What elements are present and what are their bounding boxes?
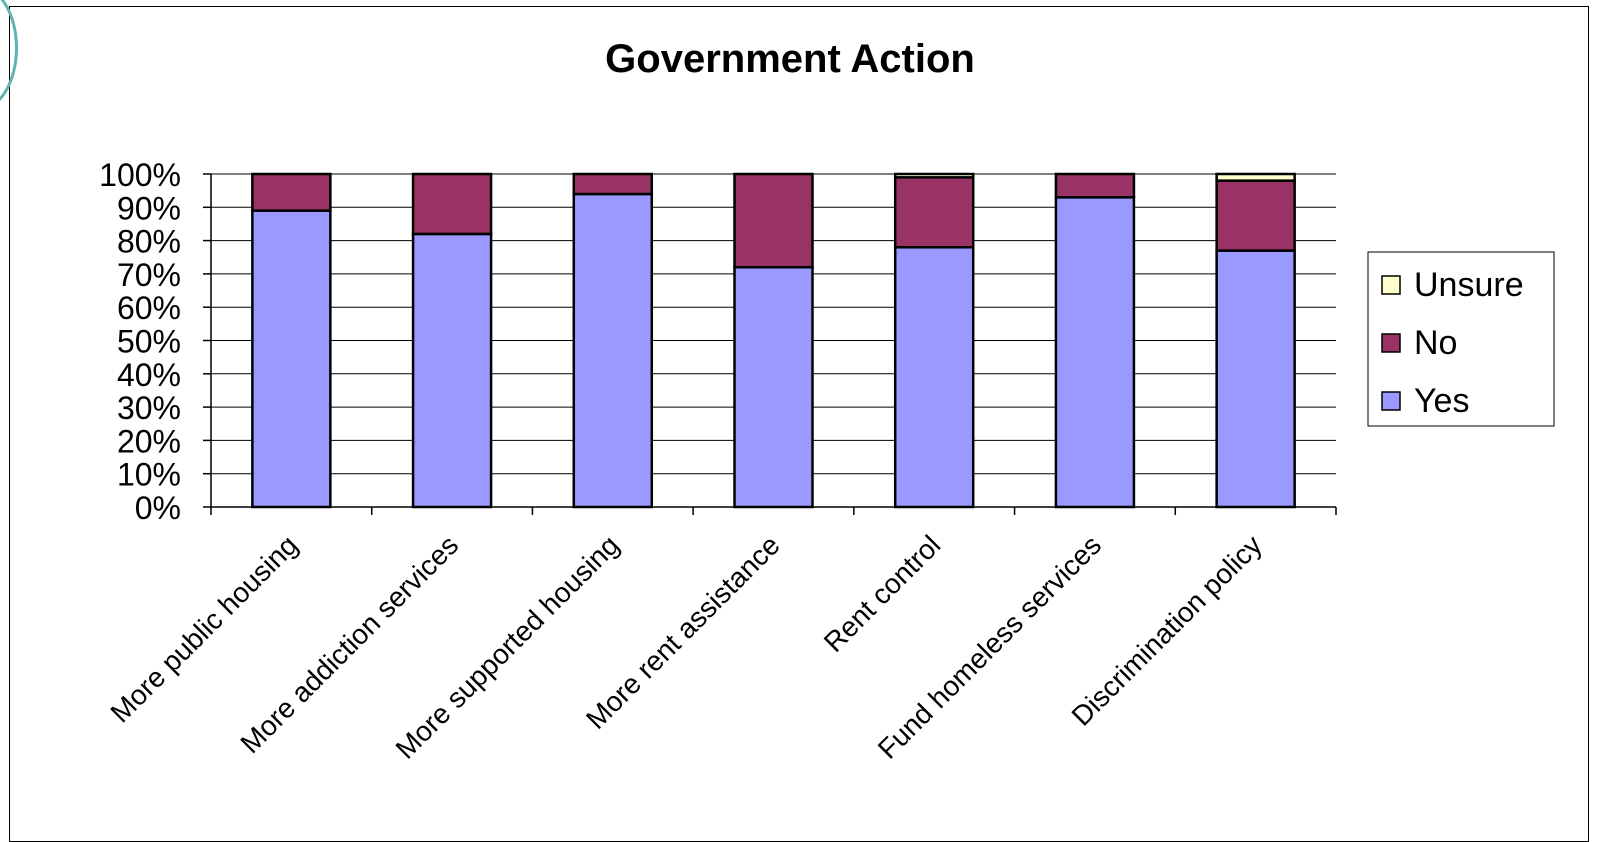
y-axis-ticks: 0%10%20%30%40%50%60%70%80%90%100% — [99, 157, 181, 526]
bar-segment-yes — [1215, 249, 1296, 509]
legend-label-no: No — [1414, 324, 1457, 362]
y-tick-label: 10% — [117, 457, 181, 493]
y-tick-label: 0% — [135, 490, 181, 526]
y-tick-label: 30% — [117, 390, 181, 426]
y-tick-label: 20% — [117, 423, 181, 459]
x-tick-label: Rent control — [818, 529, 947, 658]
chart-title: Government Action — [605, 37, 975, 81]
legend-label-unsure: Unsure — [1414, 266, 1524, 304]
bar-segment-yes — [572, 192, 654, 509]
y-tick-label: 70% — [117, 257, 181, 293]
legend-label-yes: Yes — [1414, 382, 1469, 420]
bar-segment-no — [893, 176, 975, 249]
bars — [251, 172, 1296, 509]
bar-segment-no — [572, 172, 654, 196]
bar-segment-no — [251, 172, 332, 212]
bar-segment-yes — [893, 246, 975, 509]
bar-segment-no — [733, 172, 814, 269]
legend-swatch-no — [1381, 333, 1401, 353]
bar-segment-no — [1054, 172, 1136, 199]
axes — [203, 173, 1337, 515]
bar-segment-no — [1215, 179, 1296, 252]
bar-segment-yes — [411, 232, 493, 509]
y-tick-label: 40% — [117, 357, 181, 393]
bar-segment-yes — [733, 265, 814, 509]
y-tick-label: 100% — [99, 157, 181, 193]
y-tick-label: 60% — [117, 290, 181, 326]
bar-segment-unsure — [893, 172, 975, 179]
y-tick-label: 90% — [117, 190, 181, 226]
bar-segment-unsure — [1215, 172, 1296, 182]
bar-segment-yes — [251, 209, 332, 509]
legend: Unsure No Yes — [1367, 251, 1555, 427]
y-tick-label: 50% — [117, 324, 181, 360]
legend-swatch-yes — [1381, 391, 1401, 411]
legend-swatch-unsure — [1381, 275, 1401, 295]
bar-segment-yes — [1054, 196, 1136, 509]
bar-segment-no — [411, 172, 493, 236]
y-tick-label: 80% — [117, 224, 181, 260]
